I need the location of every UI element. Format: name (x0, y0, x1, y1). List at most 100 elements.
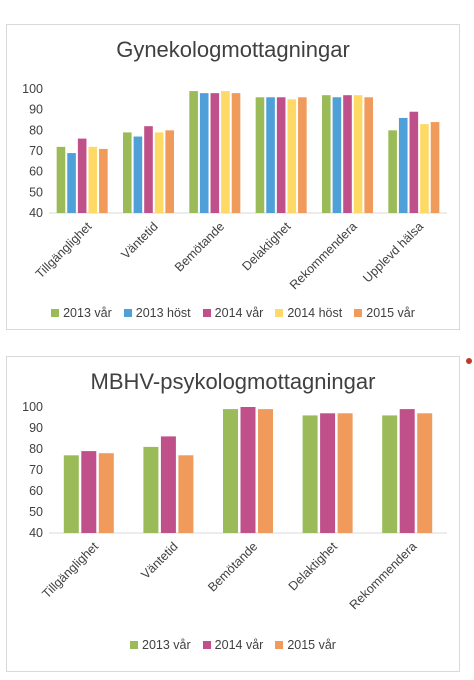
y-tick-label: 90 (29, 421, 43, 435)
x-tick-label: Bemötande (172, 219, 227, 274)
bar-tillganglighet-2013-host (67, 153, 76, 213)
chart-legend: 2013 vår 2013 höst 2014 vår 2014 höst 2015 v… (7, 306, 459, 320)
bar-delaktighet-2015-var (337, 413, 353, 533)
legend-label: 2013 vår (63, 306, 112, 320)
y-tick-label: 40 (29, 526, 43, 540)
y-tick-label: 50 (29, 505, 43, 519)
legend-label: 2013 vår (142, 638, 191, 652)
bar-rekommendera-2013-var (322, 95, 331, 213)
legend-label: 2014 vår (214, 306, 264, 320)
bar-vantetid-2014-var (144, 126, 153, 213)
chart-plot: 40 50 60 70 80 90 100 Tillgänglighet Väntetid Bem… (22, 400, 447, 612)
bar-bemotande-2014-var (210, 93, 220, 213)
legend-item-2014-host: 2014 höst (275, 306, 342, 320)
bar-tillganglighet-2014-host (88, 146, 98, 213)
bar-rekommendera-2014-var (399, 409, 415, 533)
legend-swatch (123, 309, 132, 317)
y-tick-label: 70 (29, 463, 43, 477)
bar-tillganglighet-2015-var (99, 148, 108, 213)
chart-panel-gynekolog: Gynekologmottagningar 40 50 60 70 80 90 100 Til… (6, 24, 460, 330)
y-tick-label: 70 (29, 144, 43, 158)
legend-item-2015-var: 2015 vår (275, 638, 336, 652)
legend-swatch (202, 309, 211, 317)
legend-label: 2014 höst (287, 306, 343, 320)
bar-rekommendera-2014-var (343, 95, 352, 213)
bar-delaktighet-2014-var (320, 413, 336, 533)
y-tick-label: 80 (29, 442, 43, 456)
y-tick-label: 80 (29, 123, 43, 137)
legend-label: 2015 vår (287, 638, 336, 652)
x-tick-label: Delaktighet (239, 219, 293, 273)
bar-upplevd-halsa-2014-var (409, 111, 419, 213)
legend-swatch (130, 641, 139, 649)
legend-item-2013-var: 2013 vår (51, 306, 112, 320)
bar-tillganglighet-2014-var (77, 138, 87, 213)
legend-item-2014-var: 2014 vår (202, 638, 264, 652)
chart-panel-mbhv: MBHV-psykologmottagningar 40 50 60 70 80 90 10… (6, 356, 460, 672)
bar-rekommendera-2013-var (382, 415, 398, 533)
legend-swatch (202, 641, 211, 649)
bar-vantetid-2013-host (133, 136, 143, 213)
bar-rekommendera-2013-host (332, 97, 342, 213)
bar-upplevd-halsa-2013-var (388, 130, 397, 213)
legend-swatch (51, 309, 60, 317)
bar-rekommendera-2015-var (417, 413, 433, 533)
y-tick-label: 100 (22, 400, 43, 414)
bar-tillganglighet-2014-var (81, 451, 97, 533)
bar-tillganglighet-2013-var (56, 146, 66, 213)
legend-swatch (275, 641, 284, 649)
x-tick-label: Upplevd hälsa (360, 219, 426, 285)
bar-vantetid-2013-var (123, 132, 132, 213)
red-dot-marker (466, 358, 472, 364)
x-tick-label: Delaktighet (286, 539, 340, 593)
legend-item-2014-var: 2014 vår (202, 306, 264, 320)
chart-title: MBHV-psykologmottagningar (90, 369, 376, 394)
x-tick-label: Bemötande (205, 539, 260, 594)
bar-tillganglighet-2013-var (63, 455, 79, 533)
y-tick-label: 60 (29, 165, 43, 179)
bar-delaktighet-2013-host (266, 97, 275, 213)
y-tick-label: 60 (29, 484, 43, 498)
y-tick-label: 50 (29, 185, 43, 199)
bar-delaktighet-2014-var (276, 97, 286, 213)
bar-upplevd-halsa-2014-host (420, 124, 429, 213)
bar-bemotande-2013-var (223, 409, 238, 533)
chart-title: Gynekologmottagningar (116, 37, 350, 62)
bar-rekommendera-2015-var (364, 97, 373, 213)
x-tick-label: Väntetid (118, 219, 160, 261)
legend-label: 2015 vår (366, 306, 415, 320)
x-tick-label: Tillgänglighet (39, 539, 101, 601)
legend-item-2013-var: 2013 vår (130, 638, 191, 652)
bar-vantetid-2014-host (154, 132, 164, 213)
bar-delaktighet-2015-var (298, 97, 307, 213)
bar-upplevd-halsa-2015-var (430, 122, 440, 213)
bar-vantetid-2015-var (165, 130, 174, 213)
bar-bemotande-2015-var (231, 93, 241, 213)
x-tick-label: Väntetid (138, 539, 180, 581)
bar-bemotande-2014-var (240, 407, 256, 533)
bar-upplevd-halsa-2013-host (398, 117, 408, 213)
x-tick-label: Tillgänglighet (33, 219, 95, 281)
bar-bemotande-2015-var (258, 409, 273, 533)
bar-delaktighet-2013-var (255, 97, 265, 213)
legend-item-2015-var: 2015 vår (354, 306, 415, 320)
legend-label: 2013 höst (135, 306, 191, 320)
bar-tillganglighet-2015-var (98, 453, 114, 533)
bar-vantetid-2013-var (143, 446, 159, 533)
x-tick-label: Rekommendera (287, 219, 360, 292)
bar-vantetid-2015-var (178, 455, 194, 533)
bar-delaktighet-2014-host (287, 99, 297, 213)
bar-delaktighet-2013-var (302, 415, 318, 533)
y-tick-label: 40 (29, 206, 43, 220)
bar-vantetid-2014-var (160, 436, 176, 533)
chart-plot: 40 50 60 70 80 90 100 Tillgänglighet Väntetid Bem… (22, 82, 447, 292)
y-tick-label: 90 (29, 103, 43, 117)
legend-swatch (275, 309, 284, 317)
legend-swatch (354, 309, 363, 317)
chart-legend: 2013 vår 2014 vår 2015 vår (7, 638, 459, 652)
bar-rekommendera-2014-host (353, 95, 363, 213)
y-tick-label: 100 (22, 82, 43, 96)
bar-bemotande-2013-host (199, 93, 209, 213)
bar-bemotande-2013-var (189, 91, 198, 213)
legend-label: 2014 vår (214, 638, 264, 652)
